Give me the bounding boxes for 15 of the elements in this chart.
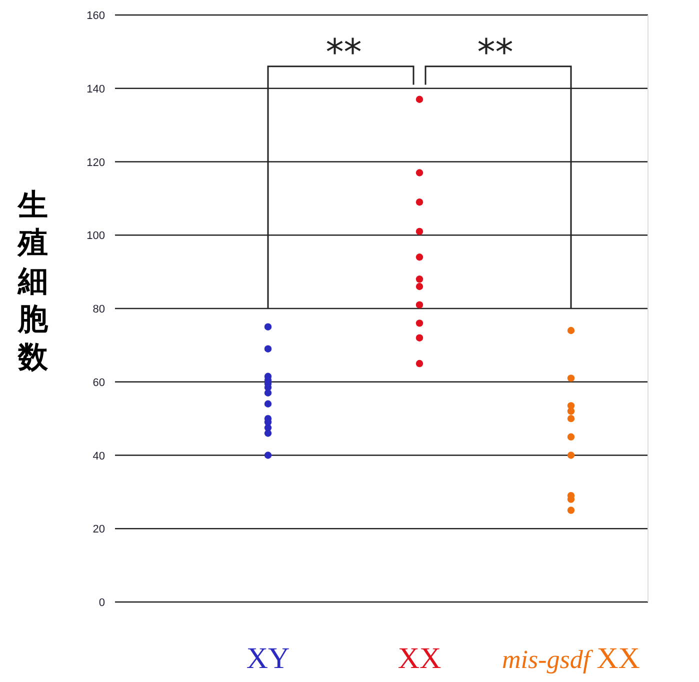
y-tick-label: 100 bbox=[86, 230, 105, 242]
x-tick-label: mis-gsdf XX bbox=[502, 642, 640, 675]
y-tick-label: 160 bbox=[86, 10, 105, 22]
y-tick-label: 20 bbox=[92, 524, 105, 536]
y-tick-label: 40 bbox=[92, 450, 105, 462]
y-tick-label: 60 bbox=[92, 376, 105, 389]
y-tick-label: 120 bbox=[86, 156, 105, 169]
annotation: ** bbox=[477, 32, 514, 74]
y-tick-label: 0 bbox=[98, 597, 105, 609]
annotation: ** bbox=[326, 32, 362, 74]
y-tick-label: 140 bbox=[86, 83, 105, 96]
x-tick-label: XX bbox=[398, 642, 442, 675]
y-axis-title: 生殖細胞数 bbox=[17, 188, 49, 375]
x-tick-label: XY bbox=[246, 642, 290, 675]
y-tick-label: 80 bbox=[92, 304, 105, 316]
